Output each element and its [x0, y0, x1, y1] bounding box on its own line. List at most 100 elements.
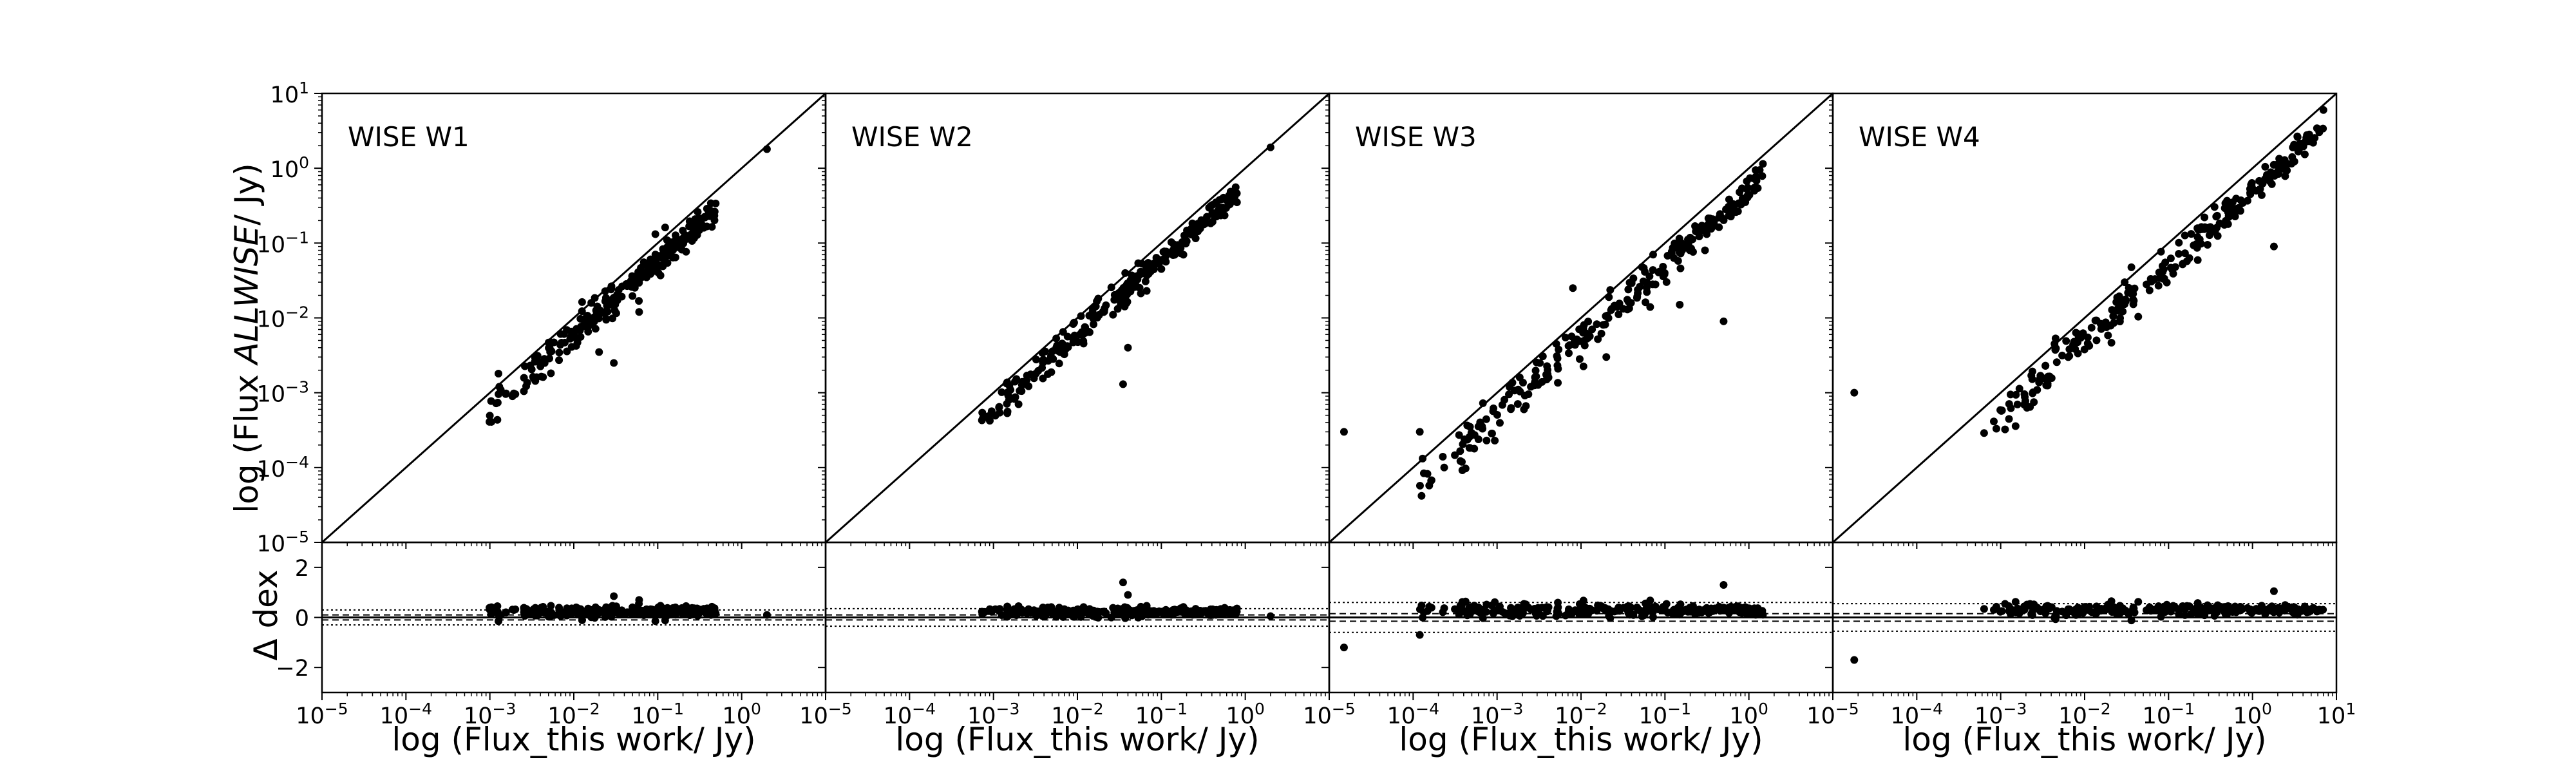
data-point	[705, 212, 714, 220]
data-point	[1417, 491, 1426, 500]
residual-point	[1025, 605, 1033, 613]
data-point	[2187, 230, 2195, 238]
data-point	[601, 287, 609, 296]
residual-point	[1989, 606, 1998, 614]
data-point	[1588, 325, 1596, 334]
residual-point	[1197, 609, 1206, 617]
x-tick-label: 101	[2317, 700, 2356, 729]
residual-point	[2096, 607, 2105, 615]
data-point	[495, 383, 504, 391]
data-point	[508, 392, 516, 401]
x-tick-label: 10−4	[884, 700, 936, 729]
residual-point	[2300, 602, 2309, 611]
data-point	[1594, 335, 1602, 343]
data-point	[576, 326, 584, 334]
data-point	[1536, 359, 1544, 367]
data-point	[634, 278, 642, 286]
data-point	[1416, 481, 1424, 490]
data-point	[1554, 365, 1562, 373]
residual-point	[2157, 613, 2165, 621]
data-point	[1194, 227, 1202, 236]
residual-point	[547, 609, 556, 617]
data-point	[2013, 400, 2022, 408]
outlier-point	[2269, 242, 2278, 251]
data-point	[1427, 476, 1435, 484]
data-point	[2020, 390, 2029, 398]
residual-point	[2181, 611, 2189, 619]
residual-point	[2193, 603, 2201, 611]
x-axis-label: log (Flux_this work/ Jy)	[895, 721, 1259, 758]
data-point	[1456, 457, 1464, 465]
data-point	[2201, 213, 2209, 222]
residual-point	[1233, 607, 1241, 616]
data-point	[2005, 415, 2013, 423]
data-point	[1099, 308, 1108, 316]
data-point	[1491, 436, 1499, 444]
residual-point	[2264, 605, 2273, 613]
data-point	[1041, 347, 1050, 356]
residual-y-tick-label: −2	[276, 656, 309, 682]
x-tick-label: 10−1	[632, 700, 684, 729]
residual-outlier-point	[610, 592, 618, 600]
outlier-point	[1266, 143, 1274, 151]
data-point	[1662, 278, 1671, 286]
data-point	[578, 307, 586, 316]
x-axis-label: log (Flux_this work/ Jy)	[1399, 721, 1763, 758]
data-point	[1058, 340, 1066, 348]
y-tick-label: 10−1	[257, 228, 309, 258]
data-point	[2159, 267, 2167, 276]
residual-point	[1427, 604, 1435, 612]
data-point	[578, 298, 586, 306]
y-tick-label: 100	[270, 153, 309, 183]
data-point	[2092, 336, 2101, 345]
residual-point	[1676, 600, 1685, 609]
residual-point	[2033, 604, 2041, 612]
data-point	[2064, 353, 2072, 361]
residual-point	[1456, 601, 1464, 609]
data-point	[666, 251, 674, 260]
x-tick-label: 10−2	[547, 700, 600, 729]
x-tick-label: 10−4	[1891, 700, 1943, 729]
residual-point	[1205, 611, 1213, 619]
data-point	[2011, 422, 2020, 430]
x-tick-label: 10−3	[1471, 700, 1523, 729]
residual-point	[2256, 604, 2264, 613]
data-point	[1093, 297, 1101, 305]
data-point	[2143, 280, 2151, 289]
y-axis-label-bottom: Δ dex	[247, 569, 285, 660]
data-point	[1210, 213, 1218, 221]
residual-point	[2052, 607, 2061, 615]
data-point	[1014, 400, 1023, 408]
data-point	[1482, 415, 1490, 423]
residual-point	[1615, 607, 1624, 615]
data-point	[1544, 373, 1553, 381]
data-point	[995, 403, 1003, 412]
residual-point	[1003, 613, 1011, 621]
data-point	[2256, 185, 2264, 193]
data-point	[1109, 310, 1117, 319]
data-point	[2257, 191, 2266, 199]
data-point	[567, 334, 575, 342]
data-point	[550, 338, 558, 347]
residual-point	[2051, 615, 2060, 624]
residual-point	[1730, 606, 1739, 614]
data-point	[1138, 260, 1146, 268]
residual-point	[1451, 605, 1459, 613]
residual-point	[1743, 607, 1751, 615]
data-point	[1624, 305, 1632, 314]
data-point	[2193, 243, 2201, 252]
residual-point	[2233, 604, 2241, 613]
data-point	[1073, 338, 1081, 346]
data-point	[1736, 188, 1744, 196]
data-point	[2181, 231, 2189, 240]
data-point	[2062, 337, 2070, 345]
residual-point	[556, 612, 565, 620]
data-point	[1597, 329, 1605, 338]
data-point	[1089, 314, 1097, 323]
residual-point	[1709, 607, 1717, 615]
data-point	[687, 230, 696, 238]
data-point	[1081, 323, 1089, 331]
data-point	[1989, 417, 1998, 426]
residual-point	[1670, 606, 1678, 614]
